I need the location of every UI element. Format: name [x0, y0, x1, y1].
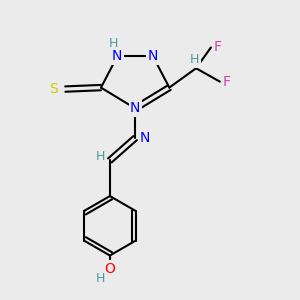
Text: S: S	[50, 82, 58, 96]
Text: N: N	[148, 50, 158, 63]
Text: H: H	[96, 150, 105, 163]
Text: F: F	[222, 75, 230, 88]
Text: N: N	[112, 50, 122, 63]
Text: N: N	[140, 131, 150, 145]
Text: F: F	[214, 40, 221, 55]
Text: H: H	[109, 37, 119, 50]
Text: H: H	[190, 53, 199, 66]
Text: N: N	[130, 101, 140, 116]
Text: H: H	[96, 272, 105, 285]
Text: O: O	[104, 262, 115, 276]
